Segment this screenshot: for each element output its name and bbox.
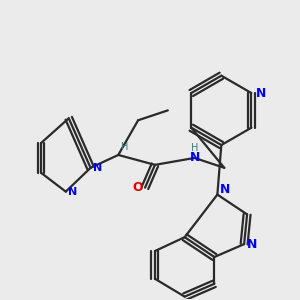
- Text: H: H: [191, 143, 198, 153]
- Text: N: N: [256, 86, 267, 100]
- Text: N: N: [220, 183, 231, 196]
- Text: H: H: [121, 142, 128, 152]
- Text: N: N: [92, 163, 102, 173]
- Text: O: O: [133, 181, 143, 194]
- Text: N: N: [189, 152, 200, 164]
- Text: N: N: [68, 187, 77, 196]
- Text: N: N: [247, 238, 257, 250]
